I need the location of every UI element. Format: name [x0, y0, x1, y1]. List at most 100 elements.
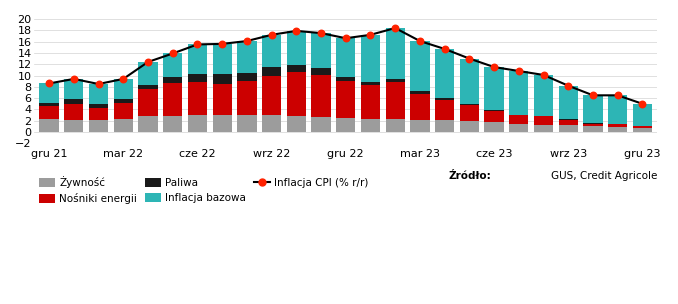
- Point: [142, 60, 153, 64]
- Bar: [212, 74, 232, 84]
- Bar: [39, 119, 59, 132]
- Bar: [410, 94, 430, 120]
- Bar: [460, 104, 479, 105]
- Bar: [39, 84, 59, 103]
- Bar: [138, 89, 158, 116]
- Bar: [163, 77, 182, 83]
- Bar: [386, 82, 405, 119]
- Bar: [114, 103, 133, 119]
- Point: [489, 65, 500, 70]
- Bar: [559, 119, 578, 120]
- Bar: [237, 81, 256, 115]
- Bar: [311, 75, 331, 117]
- Bar: [163, 54, 182, 77]
- Bar: [559, 120, 578, 125]
- Point: [513, 69, 524, 74]
- Point: [588, 93, 599, 98]
- Point: [266, 33, 277, 37]
- Bar: [138, 85, 158, 89]
- Point: [43, 81, 54, 86]
- Bar: [188, 82, 207, 115]
- Point: [192, 42, 203, 47]
- Bar: [64, 104, 83, 120]
- Bar: [410, 92, 430, 94]
- Point: [241, 39, 252, 43]
- Bar: [559, 86, 578, 119]
- Bar: [386, 28, 405, 79]
- Bar: [311, 68, 331, 75]
- Bar: [311, 117, 331, 132]
- Bar: [460, 105, 479, 121]
- Bar: [163, 116, 182, 132]
- Bar: [262, 115, 281, 132]
- Point: [68, 77, 79, 81]
- Bar: [534, 75, 553, 116]
- Bar: [212, 44, 232, 74]
- Point: [316, 31, 327, 36]
- Bar: [114, 79, 133, 99]
- Bar: [212, 115, 232, 132]
- Bar: [509, 115, 528, 124]
- Point: [167, 51, 178, 56]
- Bar: [559, 125, 578, 132]
- Bar: [287, 65, 306, 72]
- Bar: [39, 103, 59, 106]
- Bar: [39, 106, 59, 119]
- Bar: [361, 119, 380, 132]
- Point: [563, 83, 574, 88]
- Bar: [64, 120, 83, 132]
- Bar: [435, 49, 454, 98]
- Bar: [138, 62, 158, 85]
- Bar: [89, 104, 108, 108]
- Bar: [361, 85, 380, 119]
- Bar: [89, 108, 108, 120]
- Point: [390, 26, 401, 30]
- Bar: [583, 124, 603, 126]
- Point: [340, 36, 351, 41]
- Bar: [262, 35, 281, 67]
- Bar: [633, 128, 652, 132]
- Bar: [237, 73, 256, 81]
- Bar: [287, 72, 306, 116]
- Point: [464, 56, 475, 61]
- Bar: [212, 84, 232, 115]
- Bar: [386, 119, 405, 132]
- Bar: [583, 123, 603, 124]
- Bar: [262, 75, 281, 115]
- Bar: [64, 79, 83, 99]
- Point: [217, 41, 228, 46]
- Bar: [460, 59, 479, 104]
- Point: [414, 39, 425, 43]
- Bar: [485, 111, 504, 122]
- Bar: [435, 100, 454, 120]
- Point: [118, 77, 129, 81]
- Bar: [509, 124, 528, 132]
- Point: [538, 73, 549, 78]
- Bar: [287, 31, 306, 65]
- Point: [291, 29, 302, 33]
- Bar: [237, 115, 256, 132]
- Bar: [435, 98, 454, 100]
- Bar: [336, 38, 355, 77]
- Bar: [89, 84, 108, 104]
- Point: [637, 101, 648, 106]
- Bar: [262, 67, 281, 75]
- Bar: [361, 82, 380, 85]
- Bar: [460, 121, 479, 132]
- Bar: [311, 33, 331, 68]
- Bar: [485, 67, 504, 110]
- Bar: [485, 122, 504, 132]
- Bar: [188, 115, 207, 132]
- Bar: [608, 95, 627, 124]
- Bar: [188, 44, 207, 74]
- Bar: [89, 120, 108, 132]
- Bar: [583, 95, 603, 123]
- Bar: [608, 124, 627, 127]
- Point: [439, 47, 450, 51]
- Bar: [138, 116, 158, 132]
- Bar: [64, 99, 83, 104]
- Bar: [633, 104, 652, 126]
- Bar: [336, 118, 355, 132]
- Bar: [287, 116, 306, 132]
- Legend: Żywność, Nośniki energii, Paliwa, Inflacja bazowa, Inflacja CPI (% r/r): Żywność, Nośniki energii, Paliwa, Inflac…: [39, 176, 369, 204]
